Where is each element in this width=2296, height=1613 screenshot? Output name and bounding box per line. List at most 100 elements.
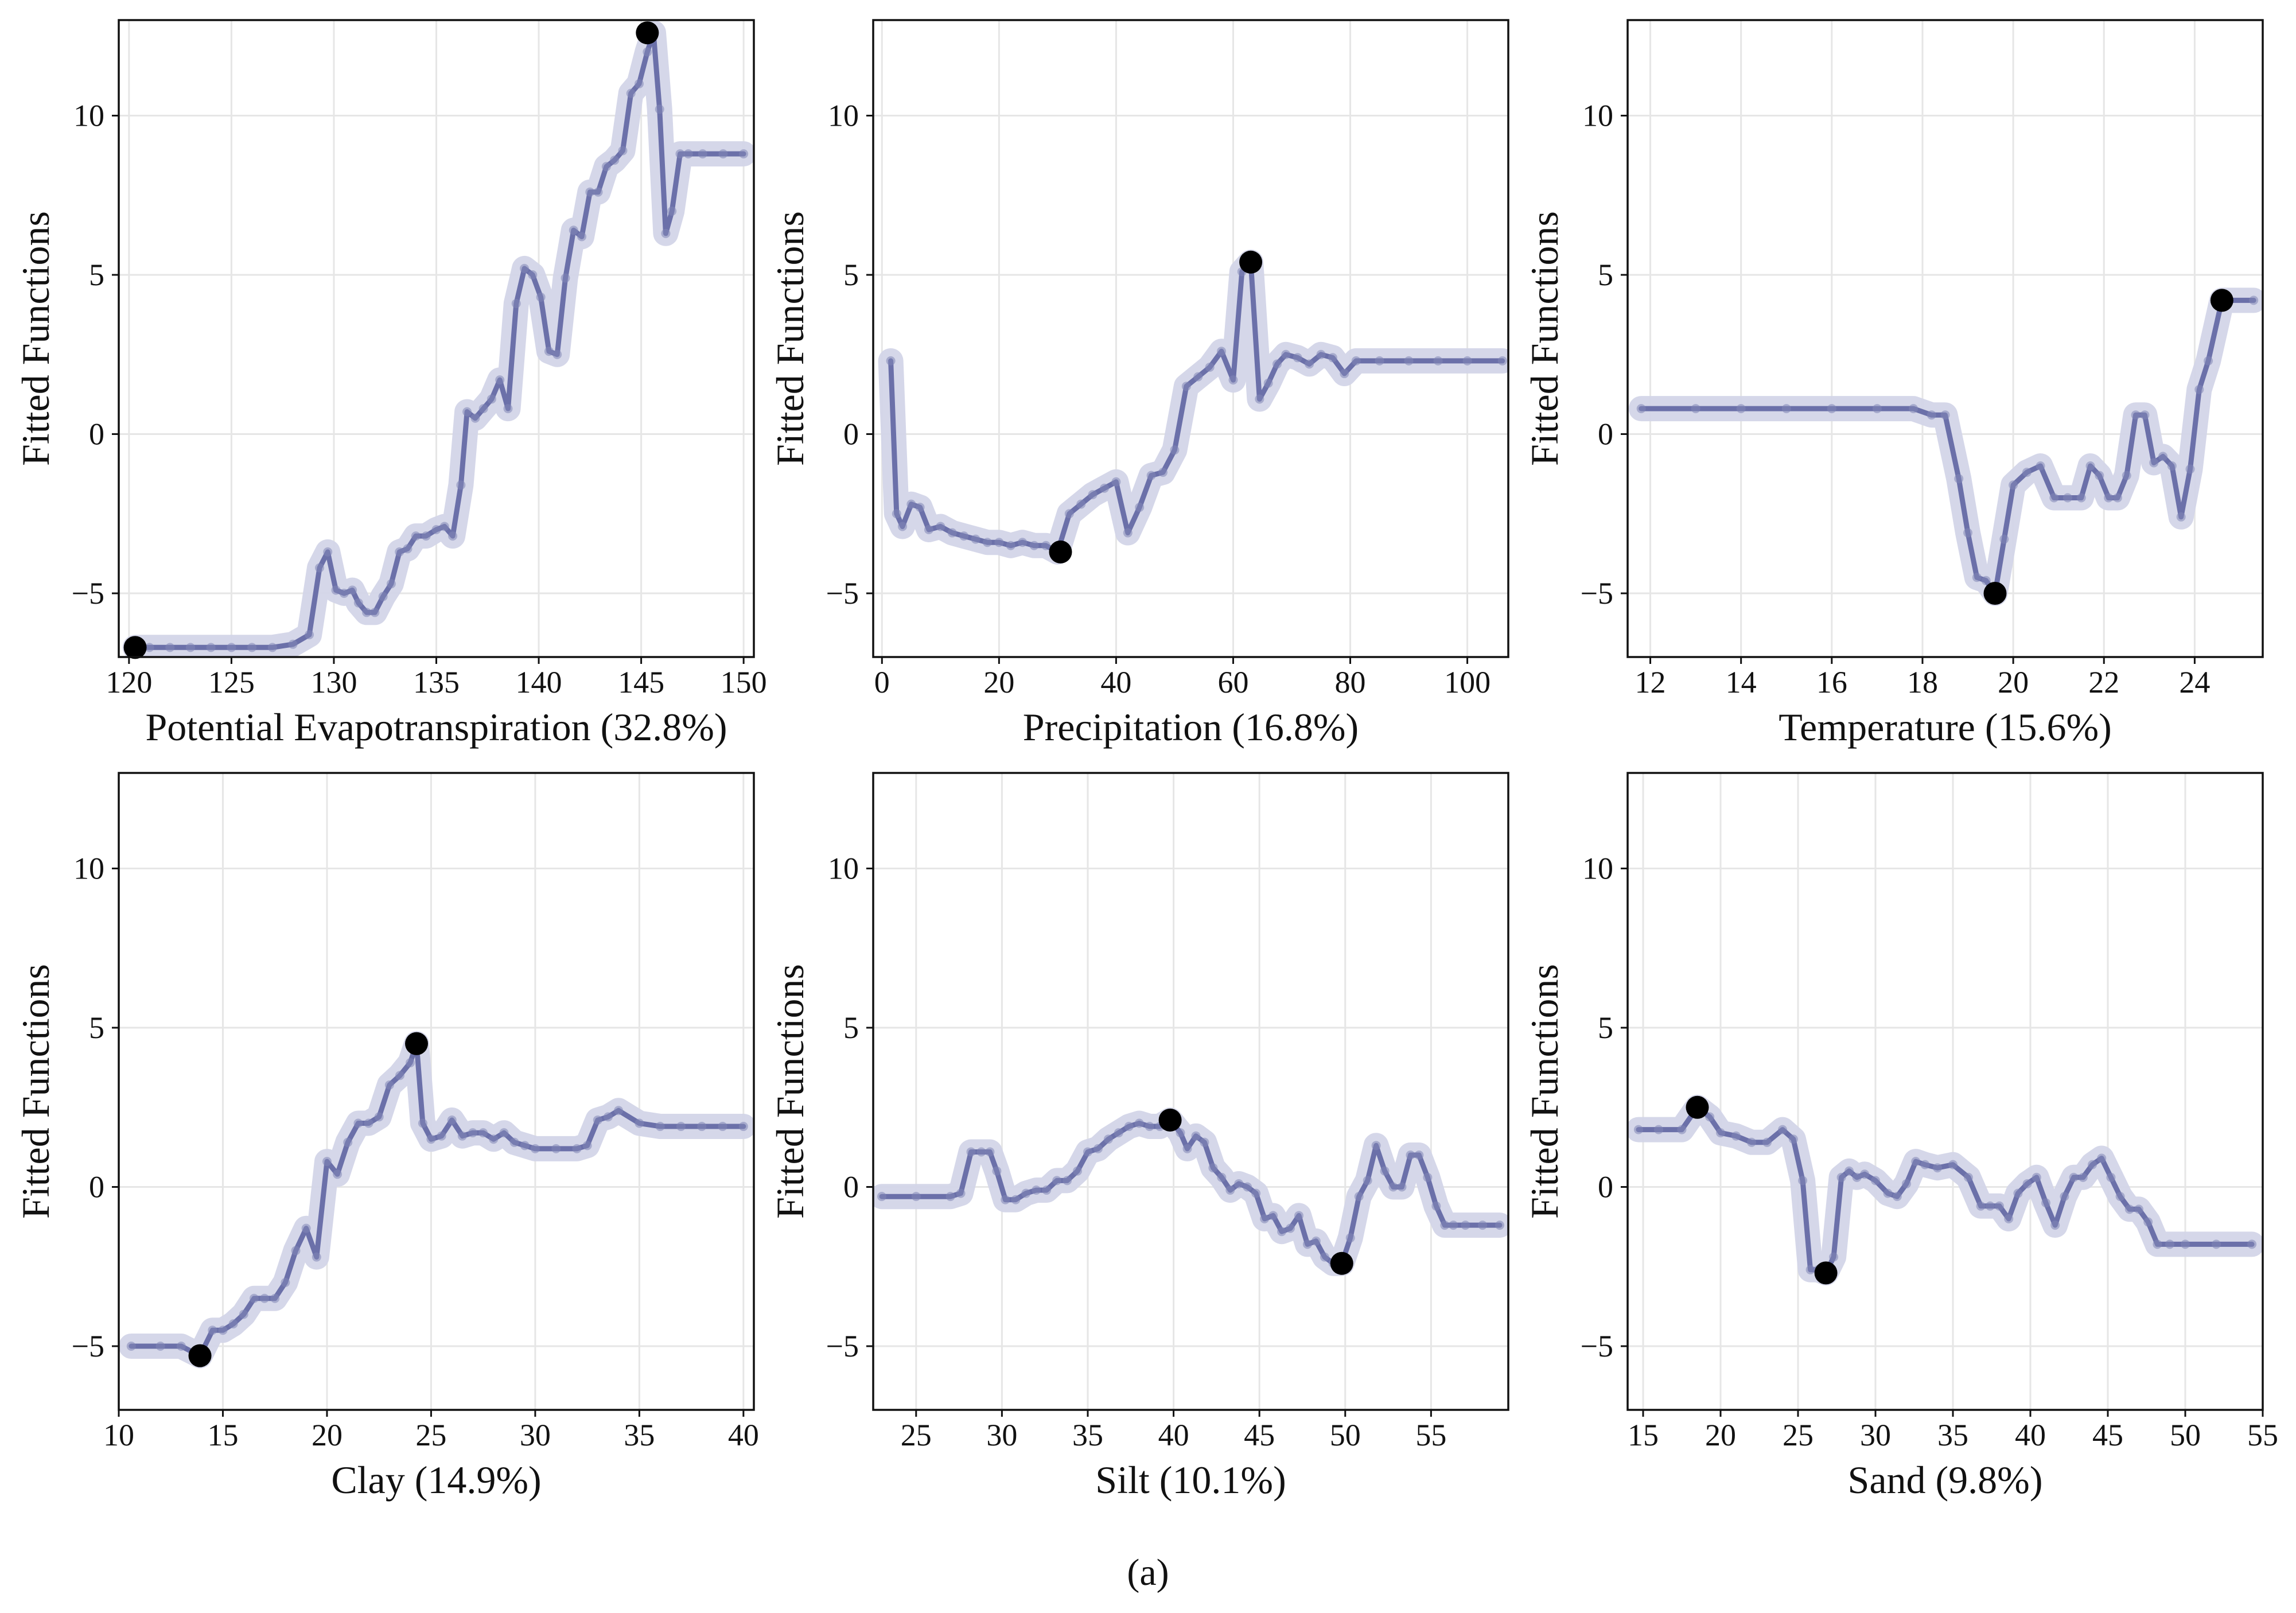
x-tick-label: 12 xyxy=(1635,665,1666,699)
fitted-function-line xyxy=(133,30,746,650)
data-point xyxy=(1111,477,1121,487)
y-tick-label: −5 xyxy=(826,576,859,611)
plot-frame xyxy=(872,19,1509,658)
data-point xyxy=(676,1122,686,1132)
data-point xyxy=(2194,384,2204,394)
y-tick-label: 10 xyxy=(828,99,859,133)
data-point xyxy=(386,579,396,589)
data-point xyxy=(985,1147,995,1157)
data-point xyxy=(1225,1186,1235,1195)
data-point xyxy=(1440,1221,1450,1230)
data-point xyxy=(2106,1172,2116,1182)
axes: 0 20 40 60 80 100 −5 0 5 10 xyxy=(826,99,1491,700)
data-point xyxy=(1636,404,1646,414)
data-point xyxy=(239,1309,248,1319)
data-point xyxy=(1083,1147,1092,1157)
data-point xyxy=(667,207,677,216)
data-point xyxy=(281,1278,290,1287)
data-point xyxy=(1371,1141,1381,1151)
y-axis-label: Fitted Functions xyxy=(14,211,57,466)
data-point xyxy=(1731,1131,1741,1141)
plot-frame xyxy=(1626,772,2264,1411)
data-point xyxy=(1388,1182,1398,1192)
data-point xyxy=(1200,1137,1209,1147)
x-tick-label: 25 xyxy=(415,1418,446,1452)
data-point xyxy=(1954,474,1964,484)
x-tick-label: 22 xyxy=(2088,665,2119,699)
extreme-point xyxy=(1330,1251,1353,1275)
data-point xyxy=(2176,512,2186,522)
data-point xyxy=(374,1112,384,1122)
data-point xyxy=(487,394,496,404)
data-point xyxy=(1404,356,1414,366)
data-point xyxy=(2022,1179,2032,1188)
data-point xyxy=(2085,461,2095,471)
y-tick-label: −5 xyxy=(1581,1329,1613,1363)
x-tick-label: 20 xyxy=(983,665,1014,699)
data-point xyxy=(1462,356,1472,366)
data-point xyxy=(331,585,341,595)
data-point xyxy=(536,292,546,302)
data-point xyxy=(2041,1198,2050,1208)
plot-frame xyxy=(872,772,1509,1411)
x-tick-label: 45 xyxy=(2092,1418,2123,1452)
data-point xyxy=(2247,1239,2257,1249)
data-point xyxy=(572,1144,582,1153)
data-point xyxy=(2112,493,2122,503)
extreme-point xyxy=(2210,289,2233,312)
data-point xyxy=(956,1188,966,1198)
data-point xyxy=(614,1106,624,1116)
x-axis-label: Sand (9.8%) xyxy=(1848,1458,2043,1502)
extreme-point xyxy=(1814,1261,1838,1285)
data-point xyxy=(348,585,357,595)
y-axis-label: Fitted Functions xyxy=(768,964,812,1219)
x-tick-label: 15 xyxy=(207,1418,238,1452)
data-point xyxy=(551,1144,561,1153)
confidence-band xyxy=(1628,287,2263,606)
data-point xyxy=(2078,1172,2088,1182)
y-tick-label: 0 xyxy=(843,417,859,452)
data-point xyxy=(1909,404,1918,414)
data-point xyxy=(1883,1188,1893,1198)
data-point xyxy=(1088,489,1098,499)
data-point xyxy=(1964,1172,1973,1182)
data-point xyxy=(1705,1112,1715,1122)
grid xyxy=(873,20,1508,657)
data-point xyxy=(1805,1265,1815,1274)
data-point xyxy=(1272,359,1282,369)
data-point xyxy=(1911,1157,1921,1167)
data-point xyxy=(655,1122,665,1132)
data-point xyxy=(333,1169,343,1179)
data-point xyxy=(1114,1128,1123,1138)
y-tick-label: 0 xyxy=(89,1170,104,1204)
data-point xyxy=(626,88,636,98)
panel-4: 10 15 20 25 30 35 40 −5 0 5 10 Clay (14.9%) Fitted F… xyxy=(14,772,759,1502)
x-tick-label: 120 xyxy=(106,665,152,699)
x-tick-label: 10 xyxy=(103,1418,134,1452)
x-tick-label: 20 xyxy=(1705,1418,1736,1452)
data-point xyxy=(1217,347,1227,356)
grid xyxy=(1628,773,2263,1410)
extreme-point xyxy=(123,636,147,659)
y-tick-label: 5 xyxy=(89,1010,104,1045)
data-point xyxy=(2060,1192,2069,1202)
x-tick-label: 55 xyxy=(2247,1418,2278,1452)
data-point xyxy=(697,1122,707,1132)
data-point xyxy=(1406,1151,1415,1160)
x-tick-label: 18 xyxy=(1907,665,1938,699)
y-tick-label: −5 xyxy=(826,1329,859,1363)
data-point xyxy=(457,1131,467,1141)
data-point xyxy=(260,1293,270,1303)
data-point xyxy=(1277,1227,1287,1237)
data-point xyxy=(593,1115,602,1125)
data-point xyxy=(1311,1236,1321,1246)
x-tick-label: 135 xyxy=(413,665,460,699)
data-point xyxy=(312,1252,321,1262)
x-tick-label: 16 xyxy=(1816,665,1847,699)
data-point xyxy=(552,349,562,359)
data-point xyxy=(362,608,372,617)
x-tick-label: 45 xyxy=(1244,1418,1275,1452)
data-point xyxy=(176,1342,186,1351)
axes: 12 14 16 18 20 22 24 −5 0 5 10 xyxy=(1581,99,2211,700)
data-point xyxy=(2249,296,2259,305)
